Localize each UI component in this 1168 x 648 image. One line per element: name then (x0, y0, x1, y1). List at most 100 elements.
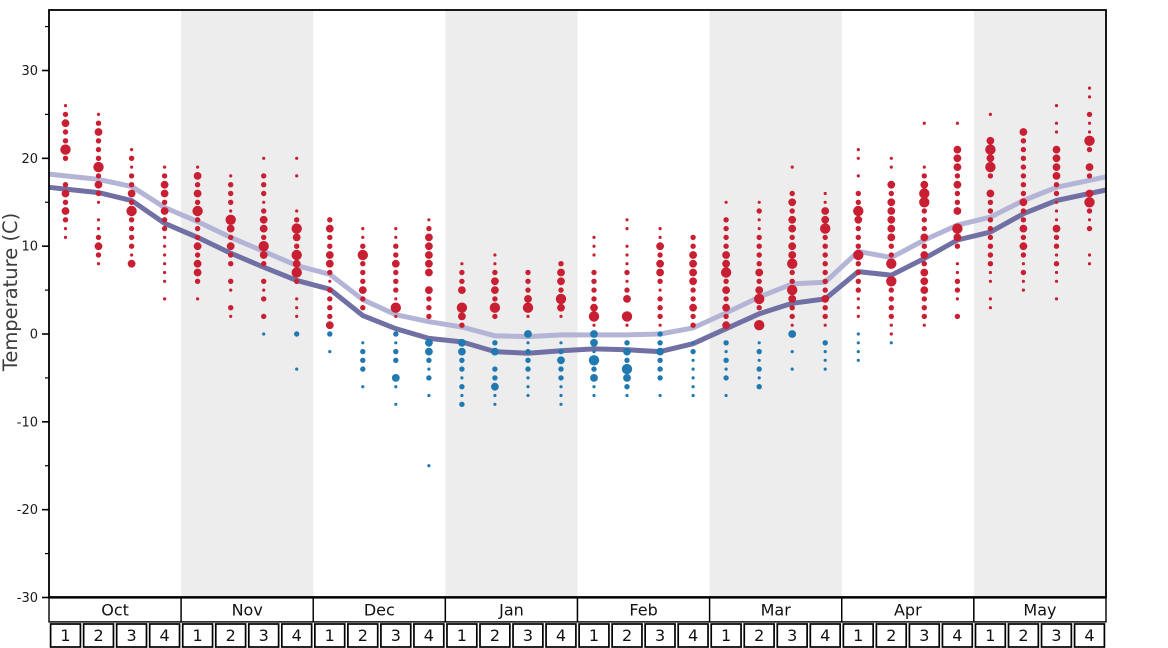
y-tick-label: -10 (17, 415, 38, 430)
max-temp-dot (128, 199, 135, 205)
max-temp-dot (986, 189, 995, 198)
max-temp-dot (888, 313, 894, 320)
min-temp-dot (856, 358, 860, 362)
max-temp-dot (887, 207, 896, 215)
min-temp-dot (823, 367, 827, 371)
max-temp-dot (229, 288, 233, 292)
max-temp-dot (853, 205, 864, 217)
max-temp-dot (62, 129, 69, 135)
max-temp-dot (194, 278, 201, 284)
max-temp-dot (588, 311, 600, 322)
max-temp-dot (63, 235, 68, 239)
min-temp-dot (460, 376, 464, 380)
max-temp-dot (1053, 190, 1060, 197)
max-temp-dot (1054, 270, 1059, 275)
max-temp-dot (60, 144, 71, 155)
max-temp-dot (954, 243, 961, 249)
max-temp-dot (128, 217, 135, 223)
max-temp-dot (557, 303, 565, 312)
week-number: 1 (853, 626, 863, 645)
max-temp-dot (1020, 173, 1027, 179)
max-temp-dot (822, 243, 828, 249)
month-cell (841, 597, 975, 623)
max-temp-dot (953, 145, 962, 154)
max-temp-dot (722, 303, 730, 312)
max-temp-dot (96, 218, 101, 222)
min-temp-dot (526, 341, 530, 345)
max-temp-dot (987, 252, 994, 258)
week-cell (446, 623, 478, 648)
max-temp-dot (952, 223, 963, 234)
max-temp-dot (886, 258, 897, 269)
max-temp-dot (161, 225, 168, 232)
max-temp-dot (325, 259, 334, 268)
min-temp-dot (559, 402, 563, 406)
max-temp-dot (855, 234, 861, 241)
min-temp-dot (493, 393, 497, 398)
min-temp-dot (624, 384, 630, 390)
max-temp-dot (425, 251, 433, 259)
max-temp-dot (194, 199, 201, 205)
max-temp-dot (261, 190, 267, 197)
y-tick-label: 20 (21, 152, 38, 167)
max-temp-dot (291, 267, 302, 278)
max-temp-dot (591, 287, 597, 293)
min-temp-dot (657, 331, 663, 337)
max-temp-dot (63, 227, 68, 231)
max-temp-dot (1019, 224, 1028, 233)
min-temp-dot (526, 376, 530, 380)
max-temp-dot (492, 269, 498, 276)
max-temp-dot (425, 259, 433, 268)
month-cell (708, 597, 843, 623)
max-temp-dot (295, 156, 299, 160)
max-temp-dot (163, 235, 167, 239)
max-temp-dot (128, 173, 135, 179)
min-temp-dot (427, 367, 431, 371)
max-temp-dot (1020, 234, 1027, 241)
week-cell (776, 623, 808, 648)
min-temp-dot (788, 330, 797, 338)
max-temp-dot (756, 234, 762, 241)
week-cell (413, 623, 445, 648)
max-temp-dot (493, 253, 497, 257)
max-temp-dot (63, 104, 68, 108)
max-temp-dot (756, 252, 762, 258)
max-temp-dot (854, 215, 863, 224)
week-number: 4 (292, 626, 302, 645)
min-temp-dot (525, 348, 531, 355)
max-temp-dot (259, 224, 268, 233)
min-temp-dot (391, 374, 400, 382)
max-temp-dot (888, 296, 894, 302)
max-temp-dot (887, 224, 896, 233)
max-temp-dot (1087, 86, 1092, 90)
max-temp-dot (229, 209, 233, 213)
max-temp-dot (888, 252, 894, 258)
max-temp-dot (1086, 111, 1093, 118)
min-temp-dot (360, 357, 366, 363)
week-cell (842, 623, 875, 648)
min-temp-dot (393, 357, 399, 363)
max-temp-dot (226, 242, 235, 251)
max-temp-dot (689, 303, 697, 312)
week-number: 2 (754, 626, 764, 645)
max-temp-dot (887, 233, 896, 242)
max-temp-dot (823, 323, 827, 327)
max-temp-dot (360, 278, 366, 284)
max-temp-dot (426, 305, 432, 311)
min-temp-dot (460, 393, 464, 398)
max-temp-dot (887, 215, 896, 224)
max-temp-dot (955, 270, 960, 275)
week-number: 1 (325, 626, 335, 645)
max-temp-dot (921, 243, 927, 249)
min-temp-dot (592, 385, 596, 389)
max-temp-dot (822, 287, 828, 293)
axes-and-ticks: 30 20 10 0 -10 -20 -30 (17, 9, 1107, 606)
max-temp-dot (128, 182, 135, 188)
max-temp-dot (690, 287, 696, 293)
max-temp-dot (292, 233, 301, 242)
max-temp-dot (953, 207, 962, 215)
week-number: 3 (391, 626, 401, 645)
max-temp-dot (225, 214, 236, 225)
max-temp-dot (788, 251, 797, 259)
max-temp-dot (889, 165, 893, 169)
